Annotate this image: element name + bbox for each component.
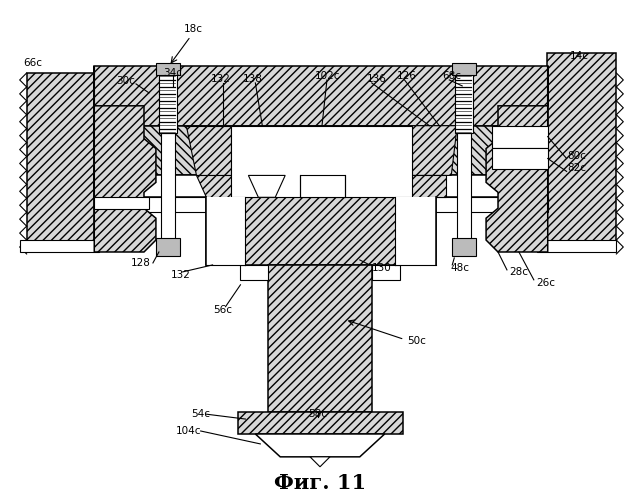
Text: 48c: 48c bbox=[450, 263, 469, 273]
Bar bbox=[395, 198, 437, 265]
Polygon shape bbox=[486, 66, 547, 252]
Bar bbox=[20, 240, 99, 252]
Bar bbox=[372, 265, 399, 280]
Text: 80c: 80c bbox=[568, 150, 587, 160]
Bar bbox=[206, 198, 437, 265]
Text: 30c: 30c bbox=[116, 76, 135, 86]
Bar bbox=[94, 126, 547, 176]
Text: 82c: 82c bbox=[568, 164, 587, 173]
Text: 18c: 18c bbox=[184, 24, 203, 34]
Bar bbox=[238, 412, 403, 434]
Text: 56c: 56c bbox=[213, 304, 233, 314]
Text: 68c: 68c bbox=[442, 71, 462, 81]
Bar bbox=[94, 198, 149, 209]
Bar bbox=[492, 148, 547, 170]
Text: 132: 132 bbox=[171, 270, 191, 280]
Text: Фиг. 11: Фиг. 11 bbox=[274, 472, 366, 492]
Bar bbox=[27, 73, 94, 250]
Bar bbox=[159, 69, 177, 132]
Text: 50c: 50c bbox=[408, 336, 426, 346]
Text: 132: 132 bbox=[211, 74, 231, 84]
Text: 14c: 14c bbox=[570, 51, 588, 61]
Text: 28c: 28c bbox=[509, 267, 528, 277]
Text: 58c: 58c bbox=[308, 409, 327, 419]
Bar bbox=[455, 69, 473, 132]
Text: 130: 130 bbox=[372, 263, 392, 273]
Bar bbox=[537, 240, 617, 252]
Bar bbox=[231, 126, 413, 198]
Polygon shape bbox=[255, 434, 385, 457]
Text: 34c: 34c bbox=[163, 68, 182, 78]
Polygon shape bbox=[186, 126, 231, 176]
Bar bbox=[269, 265, 372, 412]
Bar bbox=[453, 63, 476, 75]
Bar bbox=[240, 265, 269, 280]
Bar bbox=[94, 176, 547, 198]
Bar bbox=[94, 198, 547, 212]
Text: 136: 136 bbox=[367, 74, 387, 84]
Bar bbox=[156, 63, 179, 75]
Text: 26c: 26c bbox=[536, 278, 555, 288]
Text: 66c: 66c bbox=[24, 58, 43, 68]
Polygon shape bbox=[413, 126, 457, 176]
Bar bbox=[206, 198, 246, 265]
Bar bbox=[547, 53, 617, 250]
Polygon shape bbox=[249, 176, 285, 198]
Polygon shape bbox=[403, 176, 446, 198]
Bar bbox=[156, 238, 179, 256]
Text: 126: 126 bbox=[397, 71, 417, 81]
Text: 104c: 104c bbox=[176, 426, 201, 436]
Bar bbox=[300, 176, 345, 198]
Text: 128: 128 bbox=[131, 258, 151, 268]
Text: 102c: 102c bbox=[315, 71, 340, 81]
Polygon shape bbox=[196, 176, 240, 198]
Bar bbox=[492, 126, 547, 148]
Bar bbox=[453, 238, 476, 256]
Polygon shape bbox=[310, 457, 330, 467]
Text: 138: 138 bbox=[242, 74, 262, 84]
Bar bbox=[94, 66, 547, 126]
Bar bbox=[161, 132, 175, 240]
Polygon shape bbox=[94, 66, 156, 252]
Bar bbox=[457, 132, 471, 240]
Text: 54c: 54c bbox=[191, 409, 210, 419]
